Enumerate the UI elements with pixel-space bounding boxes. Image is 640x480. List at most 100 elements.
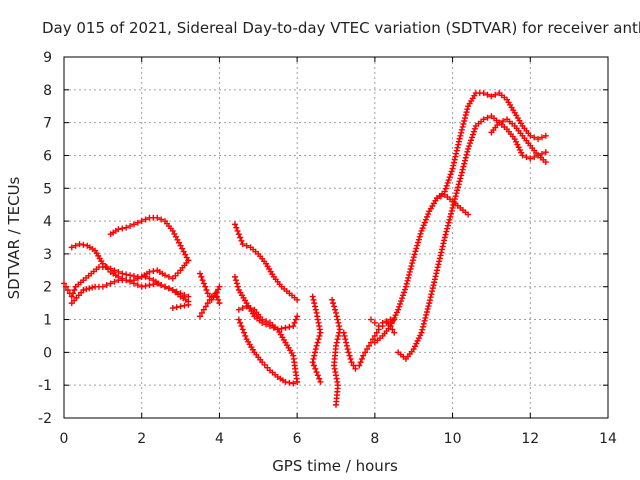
data-point xyxy=(213,293,220,300)
data-point xyxy=(453,150,460,157)
y-tick-label: 6 xyxy=(43,148,52,164)
data-point xyxy=(436,258,443,265)
data-point xyxy=(231,221,238,228)
data-point xyxy=(457,132,464,139)
data-point xyxy=(61,280,67,287)
data-point xyxy=(434,264,441,271)
data-point xyxy=(492,91,499,98)
data-point xyxy=(400,292,407,299)
y-tick-label: 3 xyxy=(43,247,52,263)
data-point xyxy=(204,290,211,297)
data-point xyxy=(405,274,412,281)
data-point xyxy=(414,337,421,344)
data-point xyxy=(422,216,429,223)
data-point xyxy=(519,152,526,159)
data-point xyxy=(364,346,371,353)
data-point xyxy=(314,372,321,379)
data-point xyxy=(202,283,209,290)
data-point xyxy=(309,293,316,300)
series-track-8 xyxy=(231,221,301,303)
data-point xyxy=(411,251,418,258)
data-point xyxy=(466,143,473,150)
data-point xyxy=(437,193,444,200)
data-point xyxy=(119,225,126,232)
data-point xyxy=(401,289,407,296)
data-point xyxy=(420,320,427,327)
data-point xyxy=(317,329,324,336)
data-point xyxy=(80,241,87,248)
data-point xyxy=(123,224,130,231)
data-point xyxy=(115,226,122,233)
data-point xyxy=(459,123,466,130)
x-tick-label: 14 xyxy=(599,431,617,447)
data-point xyxy=(414,242,421,249)
data-point xyxy=(423,311,430,318)
data-point xyxy=(203,287,210,294)
data-point xyxy=(343,339,350,346)
data-point xyxy=(212,290,219,297)
data-point xyxy=(391,314,398,321)
data-point xyxy=(294,378,301,385)
data-point xyxy=(538,134,545,141)
data-point xyxy=(463,109,470,116)
x-axis-label: GPS time / hours xyxy=(272,457,398,475)
data-point xyxy=(415,239,422,246)
data-point xyxy=(282,378,289,385)
data-point xyxy=(348,359,355,366)
data-point xyxy=(146,275,153,282)
data-point xyxy=(392,312,399,319)
data-point xyxy=(459,166,466,173)
data-point xyxy=(70,290,77,297)
data-point xyxy=(130,221,137,228)
data-point xyxy=(398,298,405,305)
data-point xyxy=(456,135,463,142)
data-point xyxy=(83,286,90,293)
data-point xyxy=(458,169,465,176)
data-point xyxy=(237,319,244,326)
data-point xyxy=(467,140,474,147)
data-point xyxy=(496,119,503,126)
data-point xyxy=(480,116,487,123)
data-point xyxy=(347,355,354,362)
data-point xyxy=(335,319,342,326)
data-point xyxy=(454,187,461,194)
y-tick-label: 0 xyxy=(43,345,52,361)
data-point xyxy=(332,306,339,313)
data-point xyxy=(181,291,188,298)
data-point xyxy=(215,286,222,293)
data-point xyxy=(406,268,413,275)
data-point xyxy=(71,287,78,294)
y-tick-label: -2 xyxy=(38,411,52,427)
data-point xyxy=(484,91,491,98)
data-point xyxy=(123,277,130,284)
data-point xyxy=(424,306,431,313)
data-point xyxy=(235,316,242,323)
data-point xyxy=(68,244,75,251)
x-tick-label: 0 xyxy=(60,431,69,447)
data-point xyxy=(278,325,285,332)
data-point xyxy=(291,319,298,326)
data-point xyxy=(513,138,520,145)
data-point xyxy=(80,287,87,294)
data-point xyxy=(165,273,172,280)
data-point xyxy=(344,346,351,353)
data-point xyxy=(418,227,425,234)
data-point xyxy=(542,149,549,156)
data-point xyxy=(216,300,223,307)
data-point xyxy=(375,323,382,330)
data-point xyxy=(465,211,472,218)
data-point xyxy=(449,204,456,211)
data-point xyxy=(165,285,172,292)
data-point xyxy=(142,216,149,223)
data-point xyxy=(282,324,289,331)
data-point xyxy=(527,132,534,139)
data-point xyxy=(423,308,430,315)
series-track-19 xyxy=(488,116,549,166)
data-point xyxy=(415,236,422,243)
data-point xyxy=(452,153,459,160)
data-point xyxy=(239,241,246,248)
data-point xyxy=(358,355,365,362)
data-point xyxy=(89,284,96,291)
data-point xyxy=(389,317,396,324)
data-point xyxy=(397,300,404,307)
